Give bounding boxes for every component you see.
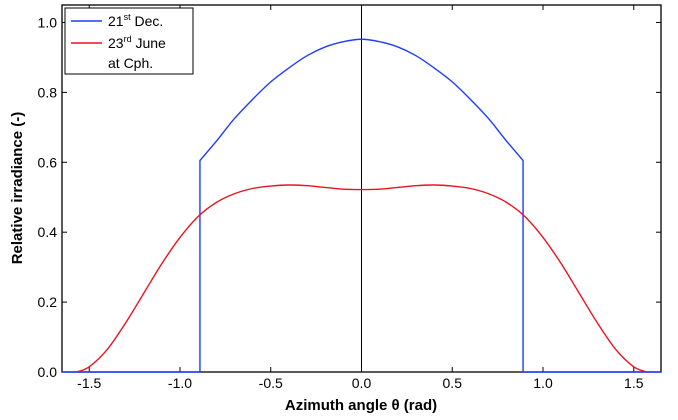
legend-label-dec-base: 21 <box>108 13 124 29</box>
x-tick-label: -1.5 <box>77 375 101 391</box>
legend-label-june-sup: rd <box>124 34 132 44</box>
legend-label-dec-sup: st <box>124 12 132 22</box>
x-tick-label: 0.5 <box>443 375 463 391</box>
y-tick-label: 0.0 <box>38 364 58 380</box>
x-tick-label: -0.5 <box>259 375 283 391</box>
legend-note: at Cph. <box>108 55 153 71</box>
y-axis-label: Relative irradiance (-) <box>9 112 26 265</box>
legend-label-june-base: 23 <box>108 35 124 51</box>
x-tick-label: 1.5 <box>624 375 644 391</box>
y-tick-label: 0.8 <box>38 84 58 100</box>
y-tick-label: 0.6 <box>38 154 58 170</box>
y-tick-label: 1.0 <box>38 14 58 30</box>
series-group <box>62 38 661 373</box>
y-tick-label: 0.2 <box>38 294 58 310</box>
series-line-june <box>76 184 647 373</box>
x-axis-ticks: -1.5 -1.0 -0.5 0.0 0.5 1.0 1.5 <box>77 5 644 391</box>
legend: 21st Dec. 23rd June at Cph. <box>64 7 194 75</box>
legend-label-dec-rest: Dec. <box>131 13 164 29</box>
x-tick-label: 0.0 <box>352 375 372 391</box>
legend-label-june-rest: June <box>132 35 166 51</box>
series-line-dec <box>62 38 661 373</box>
legend-label-dec: 21st Dec. <box>108 12 163 29</box>
x-tick-label: 1.0 <box>533 375 553 391</box>
legend-label-june: 23rd June <box>108 34 166 51</box>
y-axis-ticks: 0.0 0.2 0.4 0.6 0.8 1.0 <box>38 14 661 380</box>
y-tick-label: 0.4 <box>38 224 58 240</box>
legend-box <box>64 7 194 75</box>
x-axis-label: Azimuth angle θ (rad) <box>285 397 437 414</box>
x-tick-label: -1.0 <box>168 375 192 391</box>
